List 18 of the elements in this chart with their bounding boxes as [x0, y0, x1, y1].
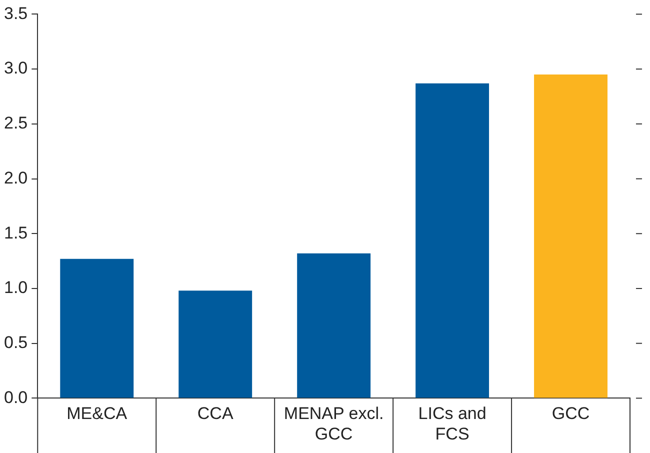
- y-tick-label: 1.0: [4, 278, 28, 298]
- y-tick-label: 0.5: [4, 333, 28, 352]
- y-tick-label: 2.5: [4, 114, 28, 133]
- x-tick-label: MENAP excl. GCC: [284, 404, 384, 444]
- y-tick-label: 1.5: [4, 223, 28, 242]
- y-tick-label: 0.0: [4, 388, 28, 407]
- y-tick-label: 3.0: [4, 58, 28, 78]
- y-tick-label: 3.5: [4, 4, 28, 23]
- bar: [297, 253, 371, 398]
- bar: [178, 290, 252, 398]
- bar: [534, 74, 608, 398]
- y-tick-label: 2.0: [4, 168, 28, 188]
- bar: [60, 258, 134, 398]
- x-tick-label: GCC: [552, 404, 590, 424]
- x-tick-label: CCA: [197, 404, 234, 424]
- x-tick-label: LICs and FCS: [418, 404, 486, 444]
- bar: [416, 83, 490, 398]
- x-tick-label: ME&CA: [66, 404, 128, 424]
